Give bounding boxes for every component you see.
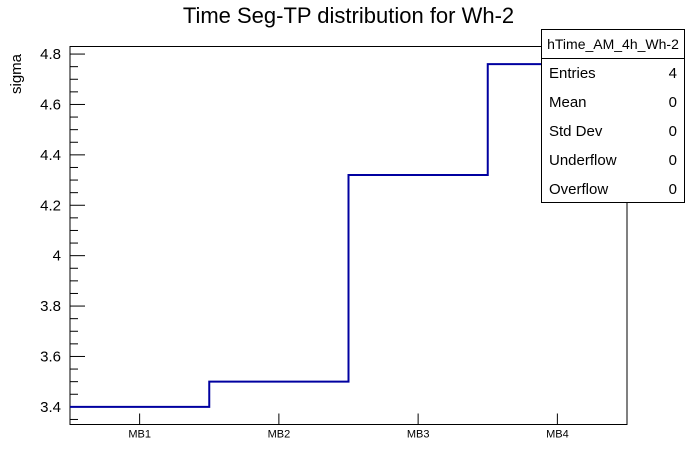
stats-row-overflow: Overflow 0 [542, 175, 684, 204]
stats-label: Entries [549, 65, 596, 82]
x-axis-category-label: MB4 [546, 429, 569, 441]
plot-frame [69, 46, 628, 425]
stats-label: Mean [549, 94, 587, 111]
stats-row-stddev: Std Dev 0 [542, 117, 684, 146]
chart-title: Time Seg-TP distribution for Wh-2 [182, 3, 515, 28]
y-axis-tick-label: 3.8 [40, 298, 61, 315]
stats-row-entries: Entries 4 [542, 59, 684, 88]
y-axis-tick-label: 4.8 [40, 46, 61, 63]
stats-row-underflow: Underflow 0 [542, 146, 684, 175]
stats-value: 0 [668, 181, 677, 198]
stats-box: hTime_AM_4h_Wh-2 Entries 4 Mean 0 Std De… [541, 29, 685, 203]
y-axis-tick-label: 4 [53, 248, 61, 265]
x-axis-category-label: MB3 [407, 429, 430, 441]
stats-value: 0 [668, 94, 677, 111]
y-axis-tick-label: 3.4 [40, 399, 61, 416]
stats-value: 0 [668, 123, 677, 140]
y-axis-tick-label: 3.6 [40, 348, 61, 365]
y-axis-title: sigma [8, 53, 25, 94]
x-axis-category-label: MB2 [268, 429, 291, 441]
x-axis-category-label: MB1 [128, 429, 151, 441]
stats-label: Std Dev [549, 123, 603, 140]
y-axis-tick-label: 4.6 [40, 96, 61, 113]
stats-value: 4 [668, 65, 677, 82]
histogram-step-line [70, 63, 627, 408]
stats-value: 0 [668, 152, 677, 169]
y-axis-tick-label: 4.2 [40, 197, 61, 214]
stats-label: Overflow [549, 181, 609, 198]
stats-box-title: hTime_AM_4h_Wh-2 [542, 30, 684, 59]
stats-row-mean: Mean 0 [542, 88, 684, 117]
y-axis-tick-label: 4.4 [40, 147, 61, 164]
stats-label: Underflow [549, 152, 617, 169]
